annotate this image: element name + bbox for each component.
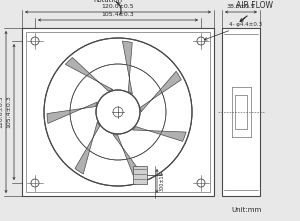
- Polygon shape: [132, 127, 186, 141]
- Bar: [26, 32, 210, 192]
- Text: 120.0±0.5: 120.0±0.5: [0, 96, 3, 128]
- Polygon shape: [65, 57, 113, 91]
- Text: 4- φ4.4±0.3: 4- φ4.4±0.3: [204, 22, 262, 40]
- Polygon shape: [122, 41, 132, 94]
- Text: 300±15: 300±15: [160, 171, 165, 191]
- Text: 105.4±0.3: 105.4±0.3: [6, 96, 11, 128]
- Circle shape: [31, 179, 39, 187]
- Text: 38.0±0.5: 38.0±0.5: [226, 4, 255, 9]
- Text: Rotation: Rotation: [93, 0, 123, 3]
- Polygon shape: [75, 122, 100, 174]
- Text: 120.0±0.5: 120.0±0.5: [102, 4, 134, 9]
- Polygon shape: [113, 134, 145, 181]
- Circle shape: [197, 37, 205, 45]
- Polygon shape: [140, 71, 181, 112]
- Bar: [235, 95, 247, 129]
- Bar: [22, 28, 214, 196]
- Text: AIR FLOW: AIR FLOW: [236, 2, 274, 11]
- Text: 105.4±0.3: 105.4±0.3: [102, 12, 134, 17]
- Text: Unit:mm: Unit:mm: [231, 207, 261, 213]
- Polygon shape: [47, 102, 97, 124]
- Circle shape: [197, 179, 205, 187]
- Bar: [133, 166, 147, 184]
- Circle shape: [31, 37, 39, 45]
- Bar: [222, 28, 260, 196]
